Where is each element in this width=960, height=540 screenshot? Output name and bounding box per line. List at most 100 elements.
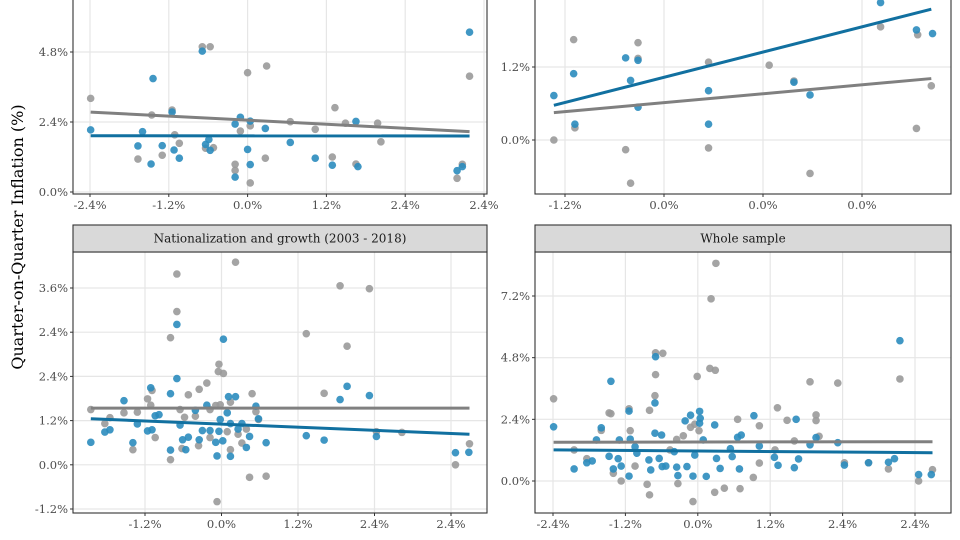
data-point-blue bbox=[884, 458, 893, 467]
data-point-blue bbox=[683, 462, 691, 471]
x-tick-label: -1.2% bbox=[152, 198, 185, 212]
data-point-blue bbox=[571, 120, 579, 128]
data-point-blue bbox=[147, 160, 155, 168]
data-point-blue bbox=[686, 411, 695, 420]
data-point-gray bbox=[896, 375, 904, 383]
data-point-gray bbox=[607, 409, 615, 418]
data-point-gray bbox=[184, 391, 193, 399]
data-point-gray bbox=[373, 119, 382, 127]
facet-panel-3: Nationalization and growth (2003 - 2018)… bbox=[35, 224, 488, 531]
data-point-blue bbox=[262, 438, 270, 447]
data-point-blue bbox=[704, 120, 713, 128]
data-point-blue bbox=[755, 442, 764, 450]
data-point-blue bbox=[234, 425, 242, 433]
data-point-blue bbox=[175, 154, 184, 162]
data-point-blue bbox=[343, 382, 351, 391]
data-point-gray bbox=[755, 421, 764, 430]
data-point-gray bbox=[773, 403, 782, 412]
panel-border bbox=[72, 0, 488, 195]
plot-background bbox=[73, 252, 487, 513]
data-point-blue bbox=[609, 465, 618, 473]
data-point-blue bbox=[625, 472, 633, 480]
plot-background bbox=[535, 252, 951, 513]
x-tick-label: -2.4% bbox=[536, 517, 569, 531]
data-point-blue bbox=[320, 436, 328, 444]
data-point-blue bbox=[166, 446, 175, 454]
data-point-blue bbox=[702, 472, 711, 481]
y-tick-label: 3.6% bbox=[39, 281, 68, 295]
data-point-gray bbox=[180, 413, 189, 422]
plot-marks bbox=[87, 258, 474, 506]
plot-marks bbox=[549, 259, 937, 506]
data-point-blue bbox=[219, 335, 228, 343]
data-point-gray bbox=[631, 462, 639, 470]
fit-line-blue bbox=[553, 7, 932, 107]
data-point-gray bbox=[262, 62, 271, 70]
facet-strip-label: Nationalization and growth (2003 - 2018) bbox=[154, 232, 407, 246]
data-point-gray bbox=[643, 480, 651, 489]
fit-line-gray bbox=[553, 440, 933, 444]
data-point-blue bbox=[205, 135, 213, 144]
data-point-blue bbox=[198, 426, 207, 435]
data-point-blue bbox=[631, 443, 639, 451]
data-point-gray bbox=[645, 491, 654, 499]
data-point-blue bbox=[634, 56, 642, 65]
data-point-blue bbox=[86, 126, 95, 134]
data-point-gray bbox=[236, 127, 245, 135]
data-point-gray bbox=[245, 473, 254, 482]
data-point-blue bbox=[231, 120, 239, 128]
data-point-blue bbox=[812, 433, 820, 442]
data-point-blue bbox=[657, 431, 666, 439]
data-point-blue bbox=[231, 173, 239, 181]
data-point-blue bbox=[626, 76, 635, 85]
plot-background bbox=[73, 0, 487, 194]
data-point-blue bbox=[465, 28, 474, 36]
data-point-blue bbox=[311, 154, 320, 162]
data-point-blue bbox=[261, 124, 270, 133]
x-tick-label: 2.4% bbox=[360, 517, 389, 531]
data-point-gray bbox=[704, 144, 713, 152]
fit-line-gray bbox=[90, 110, 470, 134]
y-tick-label: -1.2% bbox=[35, 502, 68, 516]
data-point-blue bbox=[794, 455, 803, 463]
data-point-blue bbox=[806, 91, 814, 99]
data-point-gray bbox=[166, 455, 175, 464]
data-point-blue bbox=[681, 417, 689, 425]
data-point-gray bbox=[755, 459, 764, 467]
data-point-blue bbox=[651, 429, 659, 438]
data-point-gray bbox=[707, 295, 715, 303]
data-point-gray bbox=[812, 416, 820, 425]
data-point-blue bbox=[182, 445, 190, 454]
data-point-blue bbox=[173, 320, 181, 329]
data-point-gray bbox=[711, 366, 720, 375]
data-point-blue bbox=[155, 410, 163, 419]
data-point-blue bbox=[864, 458, 873, 467]
data-point-gray bbox=[749, 473, 758, 482]
data-point-gray bbox=[311, 125, 320, 134]
data-point-blue bbox=[170, 146, 178, 154]
data-point-gray bbox=[129, 445, 137, 454]
data-point-gray bbox=[377, 138, 385, 146]
x-tick-label: 1.2% bbox=[312, 198, 341, 212]
data-point-blue bbox=[231, 392, 240, 401]
data-point-blue bbox=[223, 409, 232, 417]
data-point-blue bbox=[790, 463, 799, 472]
data-point-blue bbox=[890, 454, 899, 463]
data-point-blue bbox=[712, 454, 721, 463]
data-point-blue bbox=[774, 461, 782, 470]
x-tick-label: 0.0% bbox=[748, 198, 777, 212]
y-tick-label: 7.2% bbox=[501, 289, 530, 303]
data-point-gray bbox=[626, 179, 635, 187]
data-point-blue bbox=[206, 146, 214, 155]
data-point-gray bbox=[736, 484, 744, 493]
y-tick-label: 2.4% bbox=[39, 325, 68, 339]
data-point-gray bbox=[243, 68, 252, 77]
x-tick-label: 2.4% bbox=[469, 198, 498, 212]
data-point-gray bbox=[336, 281, 344, 290]
data-point-gray bbox=[710, 488, 719, 497]
data-point-blue bbox=[336, 395, 344, 404]
data-point-blue bbox=[158, 141, 167, 150]
data-point-gray bbox=[158, 151, 167, 160]
x-tick-label: 1.2% bbox=[756, 517, 785, 531]
